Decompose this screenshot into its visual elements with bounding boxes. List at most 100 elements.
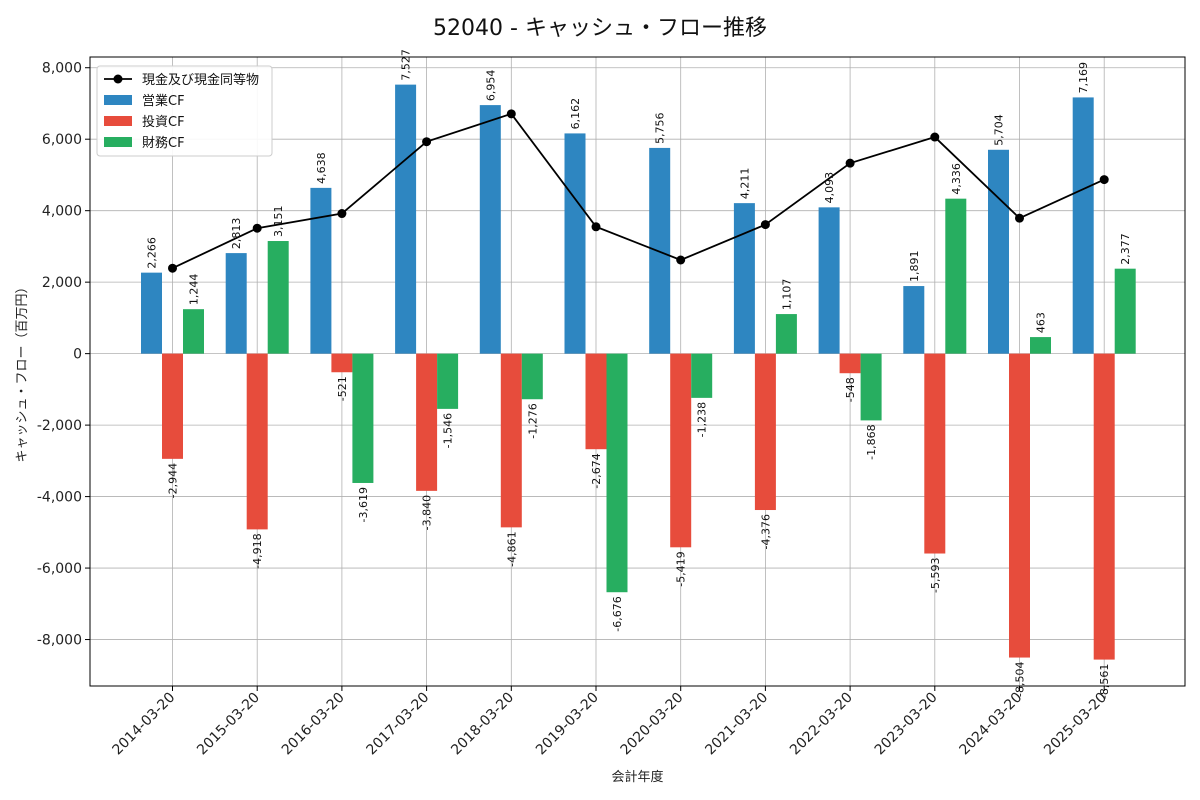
bar-data-label: -1,546 — [442, 413, 455, 448]
bar-financing — [437, 353, 459, 409]
bar-data-label: 7,527 — [400, 49, 413, 81]
bar-data-label: -1,276 — [526, 403, 539, 438]
cash-equivalents-line — [172, 112, 1105, 270]
line-layer — [168, 109, 1109, 273]
legend-label: 現金及び現金同等物 — [142, 72, 259, 88]
bar-investing — [1009, 353, 1030, 658]
y-axis-title: キャッシュ・フロー（百万円） — [15, 280, 30, 462]
bar-data-label: 6,954 — [484, 70, 497, 102]
bar-investing — [500, 353, 522, 528]
bar-data-label: 5,756 — [654, 112, 667, 144]
bar-data-label: 4,638 — [315, 152, 328, 184]
bar-investing — [839, 353, 861, 374]
bar-data-label: 2,813 — [230, 218, 243, 250]
bar-financing — [945, 198, 967, 354]
x-tick-label: 2021-03-20 — [702, 690, 771, 759]
bar-financing — [183, 309, 204, 354]
y-tick-label: 8,000 — [42, 61, 82, 77]
bar-data-label: -521 — [336, 376, 349, 401]
cash-equivalents-point — [252, 223, 262, 233]
bar-data-label: 1,244 — [188, 274, 201, 306]
cash-equivalents-point — [506, 109, 516, 119]
y-tick-label: 2,000 — [42, 275, 82, 291]
x-tick-label: 2019-03-20 — [533, 690, 602, 759]
bar-financing — [860, 353, 882, 421]
bar-data-label: -6,676 — [611, 596, 624, 631]
cash-equivalents-point — [1015, 213, 1024, 223]
bar-data-label: 4,093 — [823, 172, 836, 204]
cash-equivalents-point — [337, 209, 347, 219]
y-tick-label: 0 — [73, 347, 82, 363]
bar-data-label: -8,504 — [1014, 662, 1027, 697]
bar-data-label: 7,169 — [1077, 62, 1090, 94]
bar-data-label: -4,918 — [251, 533, 264, 568]
y-tick-label: 4,000 — [42, 204, 82, 220]
x-tick-label: 2024-03-20 — [956, 690, 1025, 759]
bar-investing — [1093, 353, 1115, 660]
x-tick-label: 2022-03-20 — [787, 690, 856, 759]
bar-data-label: -548 — [844, 377, 857, 402]
x-tick-label: 2018-03-20 — [448, 690, 517, 759]
x-tick-label: 2016-03-20 — [279, 690, 348, 759]
legend-marker — [113, 74, 123, 84]
bar-data-label: -3,840 — [421, 495, 434, 530]
chart-title: 52040 - キャッシュ・フロー推移 — [433, 16, 767, 41]
legend-bar-swatch — [104, 137, 132, 147]
bar-investing — [924, 353, 946, 554]
data-labels-layer: 2,266 2,813 4,638 7,527 6,954 6,162 5,756 4,211… — [146, 49, 1133, 699]
bar-data-label: -5,419 — [675, 551, 688, 586]
legend-label: 投資CF — [142, 114, 185, 130]
bar-investing — [754, 353, 776, 511]
bar-financing — [691, 353, 713, 398]
bar-operating — [1072, 97, 1094, 354]
bar-financing — [352, 353, 374, 483]
y-tick-label: 6,000 — [42, 132, 82, 148]
cash-equivalents-point — [845, 158, 855, 168]
bar-operating — [225, 253, 247, 354]
cash-equivalents-point — [930, 132, 940, 142]
bar-data-label: 6,162 — [569, 98, 582, 130]
y-tick-label: -6,000 — [37, 561, 82, 577]
bar-data-label: -4,376 — [759, 514, 772, 549]
legend-label: 営業CF — [142, 93, 185, 109]
bar-investing — [670, 353, 692, 548]
plot-frame — [89, 56, 1186, 687]
legend-label: 財務CF — [142, 136, 185, 151]
bar-operating — [649, 147, 671, 354]
bar-data-label: -2,944 — [167, 463, 180, 498]
bar-operating — [903, 286, 925, 354]
y-tick-label: -8,000 — [37, 633, 82, 649]
bar-data-label: 3,151 — [272, 206, 285, 238]
bars-layer — [141, 84, 1136, 660]
bar-data-label: 4,211 — [738, 168, 751, 200]
bar-data-label: 1,107 — [780, 279, 793, 311]
legend-bar-swatch — [104, 95, 132, 105]
bar-data-label: 2,377 — [1119, 233, 1132, 265]
bar-financing — [1030, 337, 1051, 354]
bar-financing — [1114, 268, 1136, 354]
bar-data-label: -5,593 — [929, 558, 942, 593]
bar-data-label: -1,238 — [696, 402, 709, 437]
bar-data-label: -1,868 — [865, 424, 878, 459]
x-tick-label: 2014-03-20 — [109, 690, 178, 759]
bar-investing — [585, 353, 607, 450]
x-tick-label: 2017-03-20 — [364, 690, 433, 759]
bar-data-label: 4,336 — [950, 163, 963, 195]
bar-financing — [267, 241, 289, 354]
cash-equivalents-point — [591, 222, 601, 232]
bar-investing — [331, 353, 353, 373]
bar-investing — [246, 353, 268, 530]
bar-financing — [606, 353, 628, 593]
cash-equivalents-point — [168, 263, 177, 273]
bar-financing — [521, 353, 543, 400]
bar-data-label: -4,861 — [505, 531, 518, 566]
bar-data-label: 5,704 — [993, 114, 1006, 146]
bar-data-label: -3,619 — [357, 487, 370, 522]
bar-financing — [775, 314, 797, 354]
legend-bar-swatch — [104, 116, 132, 126]
cash-equivalents-point — [422, 137, 432, 147]
bar-operating — [310, 187, 332, 354]
y-tick-label: -4,000 — [37, 490, 82, 506]
